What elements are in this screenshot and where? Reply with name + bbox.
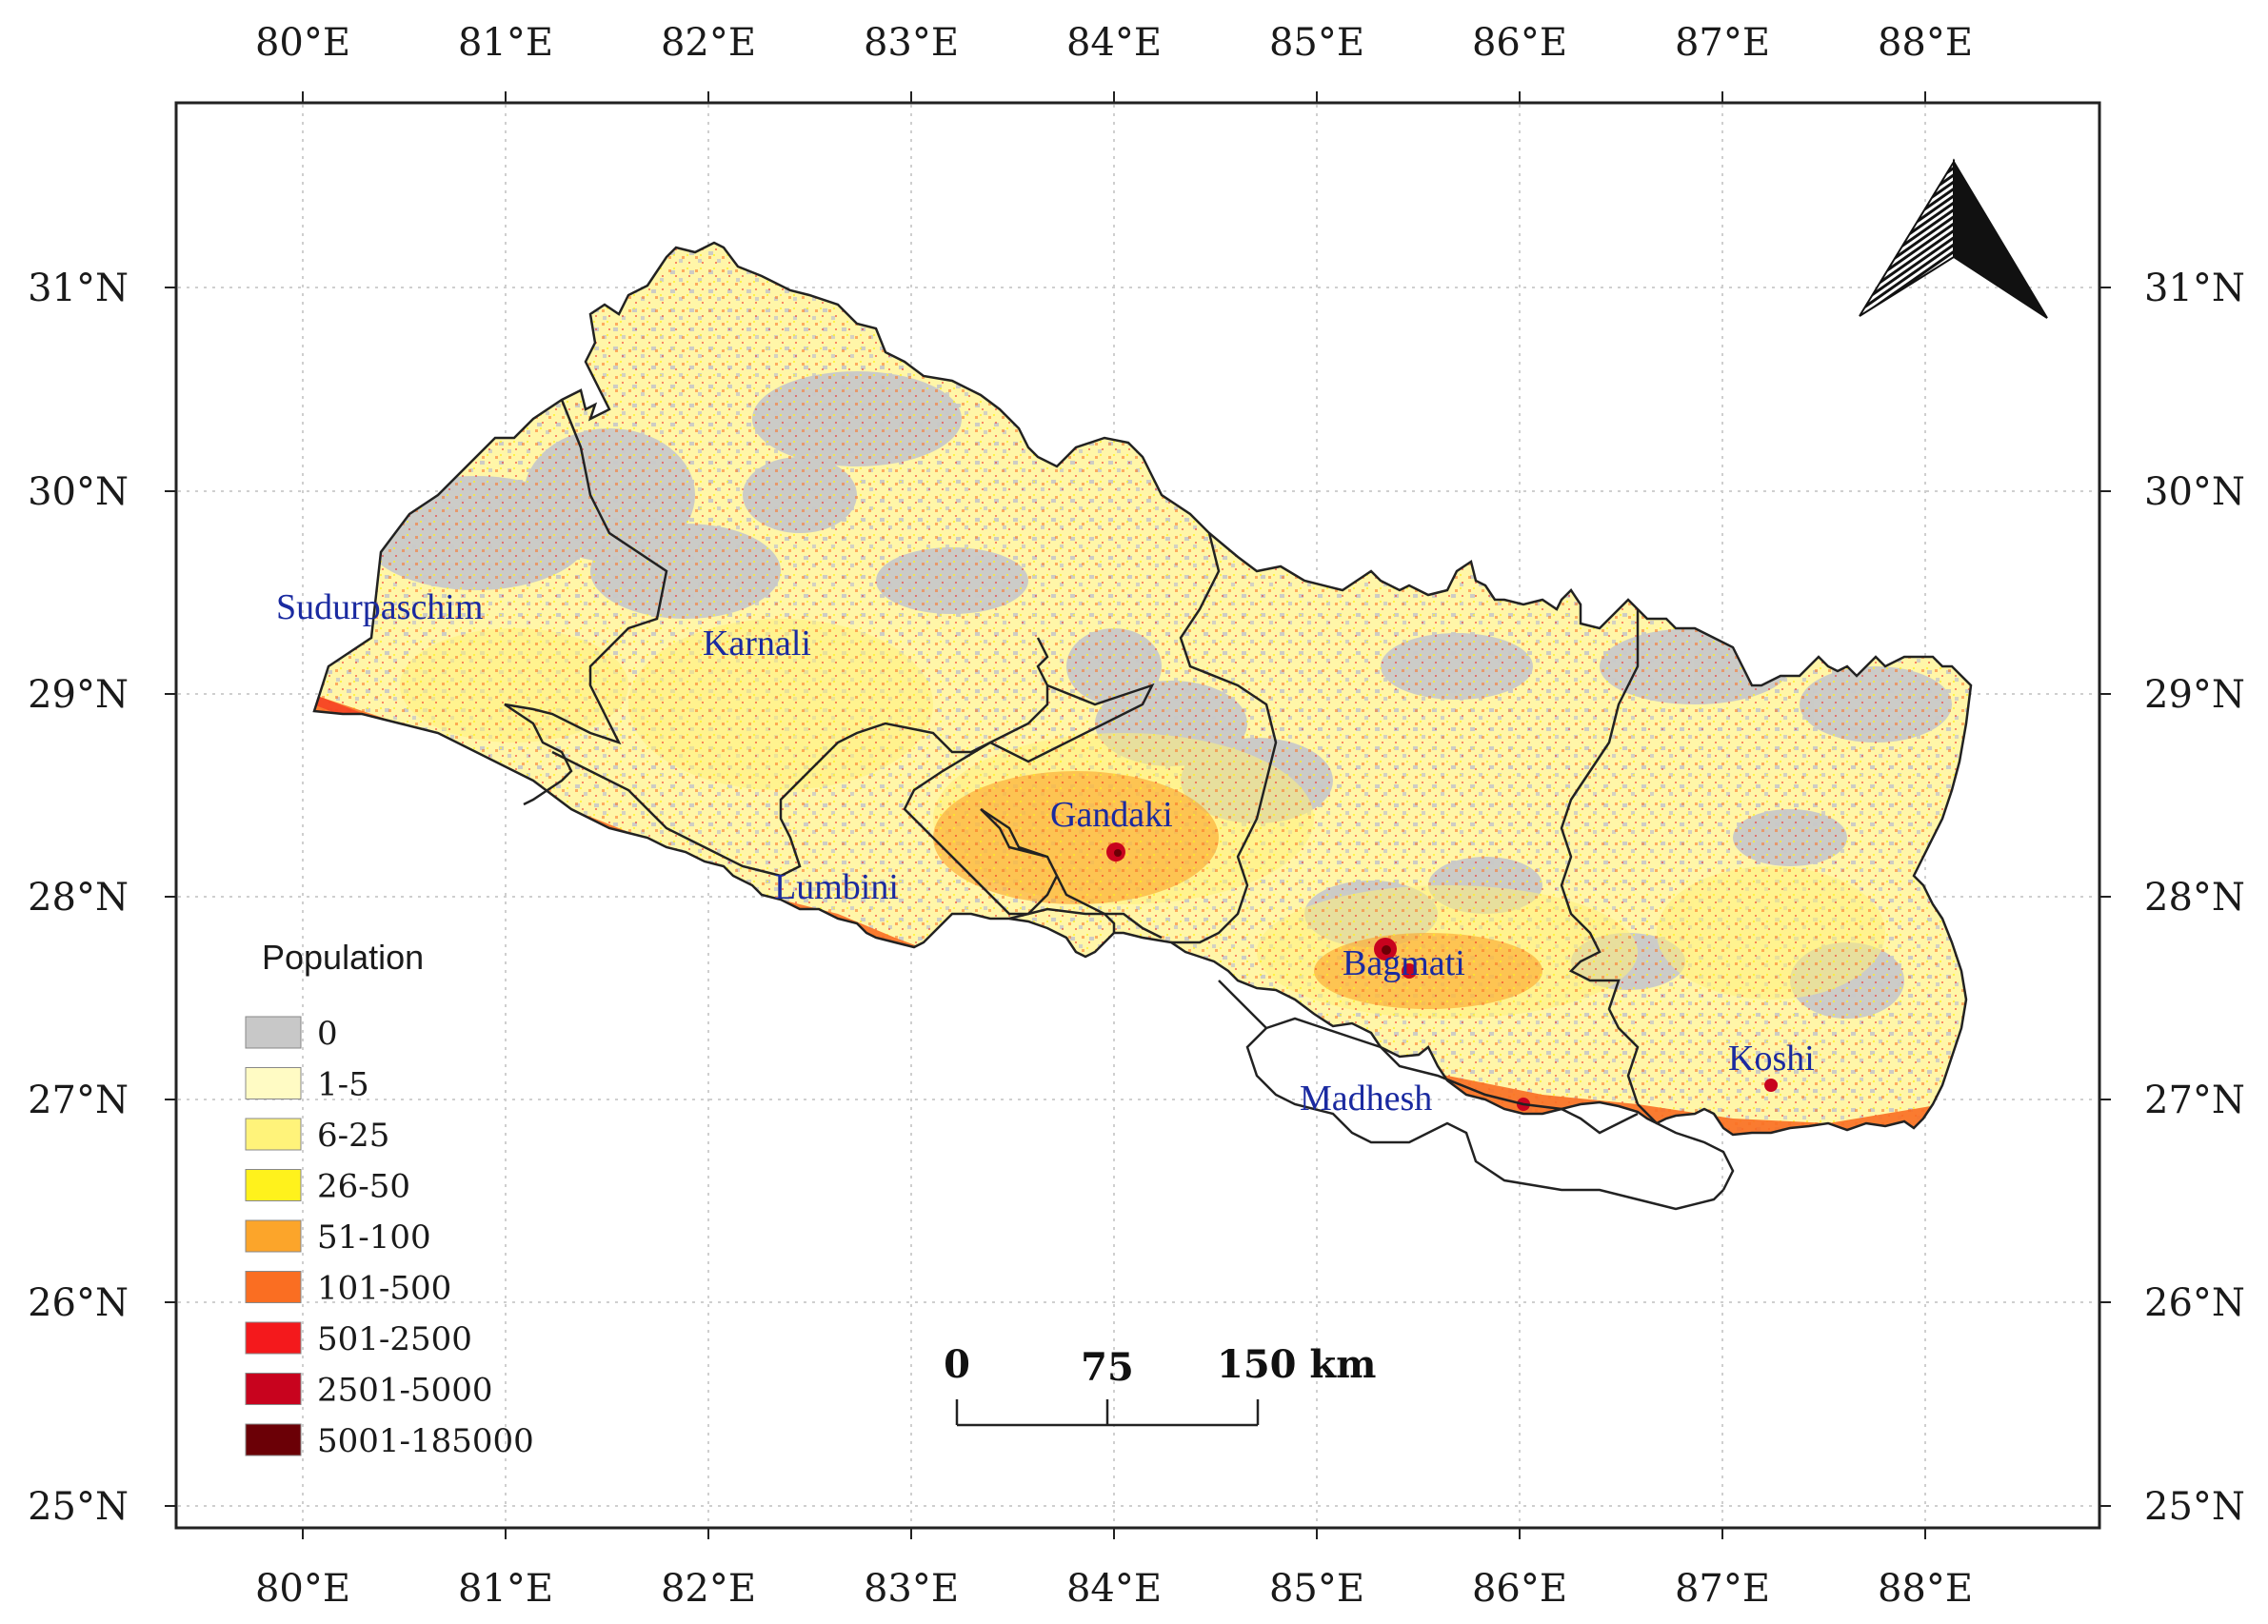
lat-label: 25°N: [2144, 1485, 2245, 1529]
scale-label-75: 75: [1081, 1345, 1134, 1390]
region-label-bagmati: Bagmati: [1343, 943, 1465, 983]
scale-label-0: 0: [944, 1342, 970, 1387]
province-boundaries: [504, 399, 1735, 1211]
region-label-sudurpaschim: Sudurpaschim: [276, 587, 483, 627]
lat-label: 29°N: [2144, 673, 2245, 717]
legend-label: 0: [317, 1015, 338, 1053]
lon-label: 87°E: [1675, 21, 1770, 65]
lon-label: 81°E: [458, 21, 553, 65]
legend-swatch: [245, 1373, 302, 1405]
lat-label: 31°N: [2144, 267, 2245, 310]
scale-label-150: 150 km: [1217, 1342, 1376, 1387]
lon-label: 88°E: [1878, 1567, 1973, 1611]
lon-label: 83°E: [864, 1567, 959, 1611]
legend-swatch: [245, 1423, 302, 1456]
lat-label: 29°N: [28, 673, 129, 717]
tick-marks: [165, 91, 2111, 1539]
lon-label: 86°E: [1472, 21, 1567, 65]
legend-label: 501-2500: [317, 1320, 472, 1358]
legend-label: 101-500: [317, 1270, 451, 1308]
lat-label: 26°N: [28, 1281, 129, 1325]
lon-labels-bottom: 80°E 81°E 82°E 83°E 84°E 85°E 86°E 87°E …: [255, 1567, 1973, 1611]
lon-label: 85°E: [1269, 1567, 1364, 1611]
lat-label: 27°N: [28, 1079, 129, 1122]
legend: Population 0 1-5 6-25 26-50 51-100 101-500 501…: [245, 938, 534, 1460]
legend-swatch: [245, 1118, 302, 1151]
region-label-koshi: Koshi: [1728, 1039, 1815, 1079]
lon-labels-top: 80°E 81°E 82°E 83°E 84°E 85°E 86°E 87°E …: [255, 21, 1973, 65]
legend-label: 1-5: [317, 1066, 369, 1104]
lon-label: 83°E: [864, 21, 959, 65]
lon-label: 86°E: [1472, 1567, 1567, 1611]
legend-swatch: [245, 1271, 302, 1303]
lon-label: 80°E: [255, 21, 350, 65]
lat-label: 28°N: [28, 876, 129, 920]
legend-swatch: [245, 1321, 302, 1355]
lat-labels-right: 31°N 30°N 29°N 28°N 27°N 26°N 25°N: [2144, 267, 2245, 1529]
region-label-lumbini: Lumbini: [774, 867, 899, 907]
lat-label: 30°N: [2144, 470, 2245, 514]
legend-title: Population: [262, 938, 424, 977]
legend-label: 5001-185000: [317, 1422, 534, 1460]
region-label-karnali: Karnali: [703, 624, 811, 663]
region-labels: Sudurpaschim Karnali Gandaki Lumbini Bag…: [276, 587, 1815, 1119]
lon-label: 84°E: [1066, 1567, 1162, 1611]
lat-label: 26°N: [2144, 1281, 2245, 1325]
lon-label: 81°E: [458, 1567, 553, 1611]
legend-label: 2501-5000: [317, 1372, 493, 1410]
lat-labels-left: 31°N 30°N 29°N 28°N 27°N 26°N 25°N: [28, 267, 129, 1529]
lat-label: 28°N: [2144, 876, 2245, 920]
lat-label: 25°N: [28, 1485, 129, 1529]
legend-swatch: [245, 1169, 302, 1201]
lon-label: 84°E: [1066, 21, 1162, 65]
lon-label: 87°E: [1675, 1567, 1770, 1611]
legend-swatch: [245, 1016, 302, 1049]
lat-label: 31°N: [28, 267, 129, 310]
lon-label: 85°E: [1269, 21, 1364, 65]
legend-swatch: [245, 1067, 302, 1099]
legend-label: 6-25: [317, 1117, 389, 1155]
legend-items: 0 1-5 6-25 26-50 51-100 101-500 501-2500 2501-5…: [245, 1015, 534, 1460]
nepal-boundary: [312, 241, 1973, 1137]
lon-label: 88°E: [1878, 21, 1973, 65]
region-label-madhesh: Madhesh: [1300, 1079, 1432, 1119]
north-arrow-icon: [1859, 158, 2048, 319]
legend-label: 51-100: [317, 1218, 431, 1257]
lat-label: 30°N: [28, 470, 129, 514]
lon-label: 80°E: [255, 1567, 350, 1611]
legend-label: 26-50: [317, 1168, 410, 1206]
lon-label: 82°E: [661, 21, 756, 65]
lon-label: 82°E: [661, 1567, 756, 1611]
region-label-gandaki: Gandaki: [1050, 795, 1173, 835]
scale-bar: 0 75 150 km: [944, 1342, 1376, 1427]
legend-swatch: [245, 1219, 302, 1253]
lat-label: 27°N: [2144, 1079, 2245, 1122]
